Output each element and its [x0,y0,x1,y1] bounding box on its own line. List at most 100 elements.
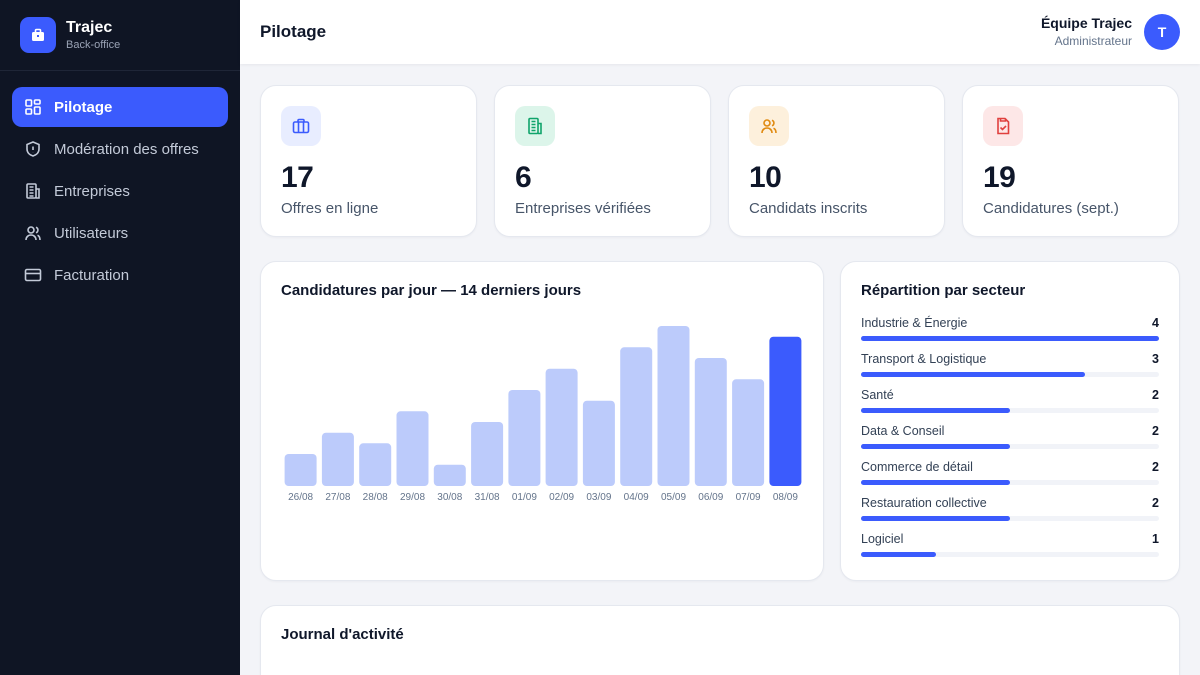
sector-bar-track [861,336,1159,341]
grid-icon [24,98,42,116]
chart-bar[interactable] [545,368,578,486]
sidebar-item-label: Pilotage [54,98,113,116]
sector-label: Santé [861,388,894,402]
user-role: Administrateur [1054,34,1132,48]
sidebar-item-utilisateurs[interactable]: Utilisateurs [12,213,228,253]
sidebar-item-label: Facturation [54,266,130,284]
chart-bar[interactable] [732,379,765,486]
applications-chart-card: Candidatures par jour — 14 derniers jour… [260,261,824,581]
x-tick-label: 29/08 [400,492,425,503]
stat-value: 17 [281,161,314,194]
stat-label: Candidats inscrits [749,200,868,217]
stat-label: Offres en ligne [281,200,379,217]
sector-count: 2 [1152,460,1159,474]
stat-card-candidats[interactable]: 10 Candidats inscrits [728,85,945,237]
sector-label: Data & Conseil [861,424,945,438]
x-tick-label: 31/08 [475,492,500,503]
chart-bar[interactable] [694,358,727,486]
sector-bar-track [861,480,1159,485]
chart-title: Candidatures par jour — 14 derniers jour… [281,282,582,299]
credit-card-icon [24,266,42,284]
sector-bar-fill [861,444,1010,449]
chart-bar[interactable] [321,432,354,486]
sector-bar-track [861,444,1159,449]
brand-subtitle: Back-office [66,38,121,51]
brand[interactable]: Trajec Back-office [0,0,240,71]
x-tick-label: 04/09 [624,492,649,503]
sidebar-nav: Pilotage Modération des offres Entrepris… [0,71,240,313]
sidebar-item-entreprises[interactable]: Entreprises [12,171,228,211]
sidebar-item-label: Entreprises [54,182,130,200]
sector-card: Répartition par secteur Industrie & Éner… [840,261,1180,581]
chart-bar[interactable] [471,422,504,486]
user-menu[interactable]: Équipe Trajec Administrateur T [1041,14,1180,50]
x-tick-label: 03/09 [586,492,611,503]
avatar[interactable]: T [1144,14,1180,50]
user-name: Équipe Trajec [1040,15,1132,31]
chart-bar[interactable] [284,454,317,486]
stat-value: 6 [515,161,532,194]
sidebar-item-facturation[interactable]: Facturation [12,255,228,295]
brand-name: Trajec [66,18,113,36]
stat-label: Candidatures (sept.) [983,200,1119,217]
activity-card: Journal d'activité [260,605,1180,675]
x-tick-label: 07/09 [736,492,761,503]
sector-list: Industrie & Énergie 4 Transport & Logisti… [861,315,1159,567]
stat-value: 19 [983,161,1016,194]
x-tick-label: 02/09 [549,492,574,503]
chart-bar[interactable] [769,336,802,486]
sector-count: 3 [1152,352,1159,366]
x-tick-label: 30/08 [437,492,462,503]
chart-bar[interactable] [582,400,615,486]
sector-count: 2 [1152,496,1159,510]
x-tick-label: 01/09 [512,492,537,503]
users-icon [749,106,789,146]
stat-card-offres[interactable]: 17 Offres en ligne [260,85,477,237]
sector-bar-fill [861,372,1085,377]
sector-bar-track [861,408,1159,413]
sector-bar-track [861,516,1159,521]
sector-row: Logiciel 1 [861,531,1159,567]
sector-bar-track [861,372,1159,377]
chart-bar[interactable] [508,390,541,486]
sector-label: Industrie & Énergie [861,316,968,330]
building-icon [24,182,42,200]
sidebar-item-moderation[interactable]: Modération des offres [12,129,228,169]
sector-row: Industrie & Énergie 4 [861,315,1159,351]
sector-count: 2 [1152,424,1159,438]
stat-value: 10 [749,161,782,194]
sector-label: Logiciel [861,532,904,546]
x-tick-label: 28/08 [363,492,388,503]
stat-card-candidatures[interactable]: 19 Candidatures (sept.) [962,85,1179,237]
building-icon [515,106,555,146]
chart-bar[interactable] [396,411,429,486]
sector-bar-fill [861,552,936,557]
topbar: Pilotage Équipe Trajec Administrateur T [240,0,1200,64]
sector-row: Commerce de détail 2 [861,459,1159,495]
chart-bar[interactable] [433,464,466,486]
applications-bar-chart: 26/08 27/08 28/08 29/08 30/08 31/08 01/09 02/09… [284,326,802,503]
chart-bar[interactable] [359,443,392,486]
stat-card-entreprises[interactable]: 6 Entreprises vérifiées [494,85,711,237]
chart-bar[interactable] [620,347,653,486]
sector-count: 4 [1152,316,1159,330]
sector-bar-fill [861,516,1010,521]
sector-count: 1 [1152,532,1159,546]
x-tick-label: 08/09 [773,492,798,503]
briefcase-logo-icon [20,17,56,53]
sector-title: Répartition par secteur [861,282,1026,299]
activity-title: Journal d'activité [281,626,404,643]
stat-label: Entreprises vérifiées [515,200,651,217]
sidebar-item-label: Modération des offres [54,140,199,158]
sector-row: Santé 2 [861,387,1159,423]
shield-icon [24,140,42,158]
briefcase-icon [281,106,321,146]
sector-count: 2 [1152,388,1159,402]
sidebar-item-pilotage[interactable]: Pilotage [12,87,228,127]
x-tick-label: 06/09 [698,492,723,503]
chart-bar[interactable] [657,326,690,486]
sector-row: Data & Conseil 2 [861,423,1159,459]
users-icon [24,224,42,242]
sector-bar-fill [861,408,1010,413]
sector-label: Transport & Logistique [861,352,987,366]
